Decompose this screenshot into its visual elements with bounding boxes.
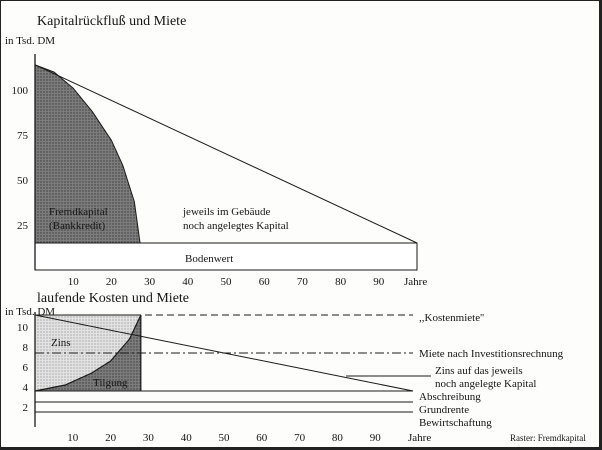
chart1-ylabel: in Tsd. DM	[5, 35, 55, 47]
y-tick-label: 100	[12, 85, 29, 97]
chart1-y-axis: 25 50 75 100	[12, 85, 29, 232]
x-tick-label: 20	[106, 276, 118, 288]
label-miete-investitionsrechnung: Miete nach Investitionsrechnung	[419, 348, 564, 360]
x-tick-label: 70	[294, 432, 306, 444]
label-bankkredit: (Bankkredit)	[49, 220, 106, 232]
chart2-title: laufende Kosten und Miete	[37, 291, 189, 306]
chart2-plot-area	[34, 312, 431, 427]
y-tick-label: 25	[17, 220, 29, 232]
tilgung-curve	[34, 314, 142, 392]
x-tick-label: 60	[259, 276, 271, 288]
chart2-x-axis: 10 20 30 40 50 60 70 80 90	[67, 432, 381, 444]
chart1-x-axis: 10 20 30 40 50 60 70 80 90	[68, 276, 385, 288]
x-tick-label: 50	[219, 432, 231, 444]
label-grundrente: Grundrente	[419, 404, 469, 416]
bodenwert-band	[34, 242, 418, 271]
x-tick-label: 60	[256, 432, 268, 444]
footnote: Raster: Fremdkapital	[510, 433, 586, 443]
chart2-xlabel: Jahre	[408, 432, 431, 444]
x-tick-label: 70	[297, 276, 309, 288]
x-tick-label: 50	[221, 276, 233, 288]
y-tick-label: 6	[23, 362, 29, 374]
x-tick-label: 20	[105, 432, 117, 444]
gebaeude-kapital-line	[34, 64, 418, 244]
x-tick-label: 30	[143, 432, 155, 444]
x-tick-label: 80	[332, 432, 344, 444]
label-tilgung: Tilgung	[93, 377, 128, 389]
label-gebaeude-1: jeweils im Gebäude	[182, 206, 270, 218]
y-tick-label: 2	[23, 402, 29, 414]
x-tick-label: 40	[181, 432, 193, 444]
label-kostenmiete: ,,Kostenmiete''	[419, 312, 484, 324]
y-tick-label: 4	[23, 382, 29, 394]
x-tick-label: 40	[182, 276, 194, 288]
x-tick-label: 90	[373, 276, 385, 288]
label-zins-kapital-1: Zins auf das jeweils	[435, 365, 523, 377]
x-tick-label: 80	[335, 276, 347, 288]
label-bewirtschaftung: Bewirtschaftung	[419, 417, 492, 429]
chart2-y-axis: 2 4 6 8 10	[17, 322, 29, 414]
x-tick-label: 10	[68, 276, 80, 288]
tilgung-area	[35, 315, 141, 391]
x-tick-label: 10	[67, 432, 79, 444]
x-tick-label: 30	[144, 276, 156, 288]
zins-kapital-line	[34, 314, 414, 392]
chart1-title: Kapitalrückfluß und Miete	[37, 14, 186, 29]
y-tick-label: 75	[17, 130, 29, 142]
y-tick-label: 50	[17, 175, 29, 187]
chart1-xlabel: Jahre	[404, 276, 427, 288]
y-tick-label: 8	[23, 342, 29, 354]
fremdkapital-area	[34, 64, 141, 244]
label-abschreibung: Abschreibung	[419, 391, 481, 403]
chart1-plot-area	[34, 54, 418, 271]
y-tick-label: 10	[17, 322, 29, 334]
label-zins: Zins	[51, 337, 71, 349]
label-gebaeude-2: noch angelegtes Kapital	[183, 220, 289, 232]
label-zins-kapital-2: noch angelegte Kapital	[435, 378, 536, 390]
x-tick-label: 90	[370, 432, 382, 444]
label-bodenwert: Bodenwert	[185, 253, 233, 265]
label-fremdkapital: Fremdkapital	[49, 206, 108, 218]
